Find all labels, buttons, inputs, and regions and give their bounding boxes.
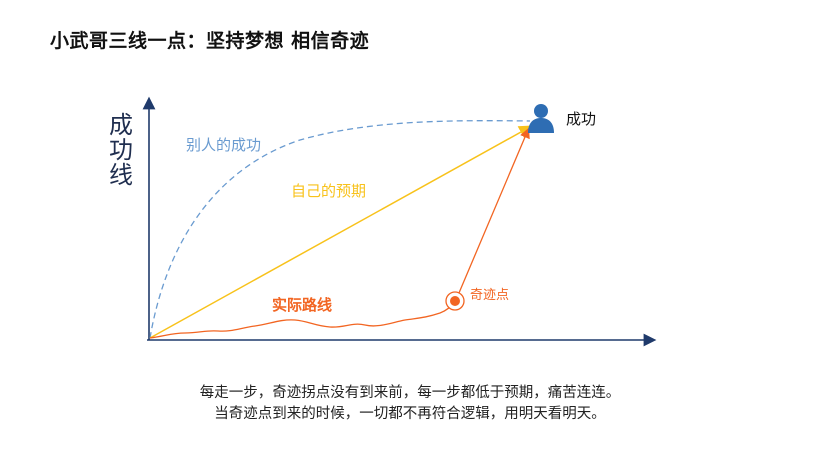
own-expectation-line bbox=[149, 125, 533, 339]
own-expectation-label: 自己的预期 bbox=[291, 182, 366, 200]
others-success-label: 别人的成功 bbox=[186, 136, 261, 154]
miracle-rise-line bbox=[455, 127, 530, 301]
person-icon bbox=[528, 104, 554, 133]
actual-route-line bbox=[149, 301, 456, 339]
y-axis-label: 成功线 bbox=[109, 111, 133, 189]
miracle-point-label: 奇迹点 bbox=[470, 287, 509, 303]
actual-route-label: 实际路线 bbox=[272, 296, 332, 314]
success-label: 成功 bbox=[566, 110, 596, 128]
caption-line-1: 每走一步，奇迹拐点没有到来前，每一步都低于预期，痛苦连连。 bbox=[199, 385, 621, 401]
miracle-point bbox=[450, 296, 460, 306]
page-title: 小武哥三线一点：坚持梦想 相信奇迹 bbox=[50, 30, 370, 52]
others-success-curve bbox=[149, 120, 531, 339]
caption-line-2: 当奇迹点到来的时候，一切都不再符合逻辑，用明天看明天。 bbox=[214, 406, 606, 422]
